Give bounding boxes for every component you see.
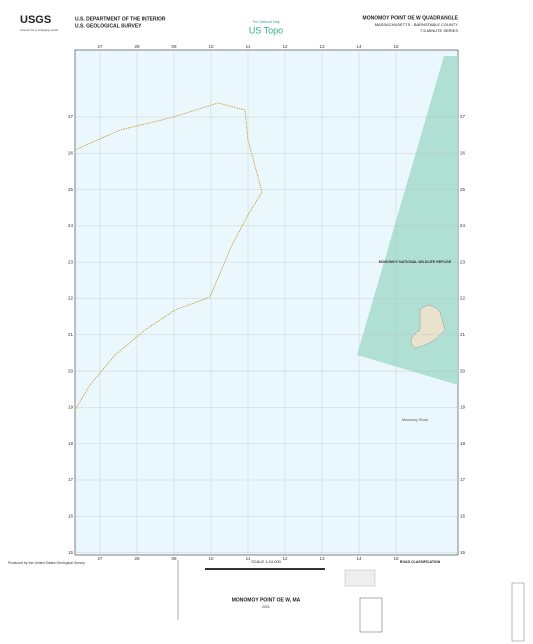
grid-label: 16: [460, 513, 466, 518]
map-name: MONOMOY POINT OE W, MA: [232, 597, 301, 603]
grid-label: 24: [68, 223, 74, 228]
grid-label: 13: [319, 556, 325, 561]
road-title: ROAD CLASSIFICATION: [400, 560, 441, 564]
grid-label: 26: [460, 150, 466, 155]
grid-label: 15: [460, 550, 466, 555]
series: 7.5-MINUTE SERIES: [420, 28, 458, 33]
grid-label: 20: [68, 368, 74, 373]
grid-label: 09: [171, 556, 177, 561]
island: [410, 305, 446, 349]
grid-label: 12: [282, 44, 288, 49]
us-topo: US Topo: [249, 25, 283, 35]
barcode: [511, 582, 525, 642]
grid-label: 09: [171, 44, 177, 49]
grid-label: 20: [460, 368, 466, 373]
grid-label: 27: [97, 44, 103, 49]
department: U.S. DEPARTMENT OF THE INTERIOR: [75, 16, 166, 22]
grid-label: 23: [460, 259, 466, 264]
usgs-logo: USGS: [20, 14, 51, 26]
grid-labels: 27 28 09 10 11 12 13 14 15 27 28 09 10 11 12 13 14 15 27 26…: [68, 44, 466, 561]
grid-label: 27: [68, 114, 74, 119]
adjoining-quads: [359, 597, 383, 633]
state-county: MASSACHUSETTS - BARNSTABLE COUNTY: [375, 22, 459, 27]
grid-label: 19: [68, 405, 74, 410]
grid-label: 21: [460, 332, 466, 337]
grid-label: 15: [68, 550, 74, 555]
grid-label: 27: [460, 114, 466, 119]
grid-label: 22: [68, 296, 74, 301]
grid-label: 27: [97, 556, 103, 561]
grid-label: 14: [356, 44, 362, 49]
scale: SCALE 1:24 000: [251, 559, 282, 564]
national-map: The National Map: [252, 20, 280, 24]
grid-label: 22: [460, 296, 466, 301]
grid-label: 10: [208, 556, 214, 561]
grid-label: 17: [68, 477, 74, 482]
shoal-label: Monomoy Shoal: [402, 418, 428, 422]
refuge-area: [357, 56, 458, 385]
grid-label: 18: [460, 441, 466, 446]
grid-label: 26: [68, 150, 74, 155]
grid-label: 21: [68, 332, 74, 337]
grid-label: 15: [393, 44, 399, 49]
usgs-tagline: science for a changing world: [20, 28, 58, 32]
grid-label: 16: [68, 513, 74, 518]
grid-label: 25: [68, 187, 74, 192]
grid-label: 25: [460, 187, 466, 192]
refuge-label: MONOMOY NATIONAL WILDLIFE REFUGE: [379, 260, 452, 264]
grid-label: 19: [460, 405, 466, 410]
grid-label: 11: [246, 44, 251, 49]
producer: Produced by the United States Geological…: [8, 561, 85, 565]
grid-label: 23: [68, 259, 74, 264]
grid-label: 17: [460, 477, 466, 482]
locator-map: [344, 569, 376, 587]
grid-label: 14: [356, 556, 362, 561]
grid-label: 24: [460, 223, 466, 228]
grid-label: 12: [282, 556, 288, 561]
grid-label: 28: [134, 556, 140, 561]
grid-label: 15: [393, 556, 399, 561]
grid-label: 10: [208, 44, 214, 49]
quadrangle: MONOMOY POINT OE W QUADRANGLE: [363, 15, 459, 21]
grid-label: 11: [246, 556, 251, 561]
grid: [75, 50, 458, 555]
grid-label: 13: [319, 44, 325, 49]
grid-label: 28: [134, 44, 140, 49]
survey: U.S. GEOLOGICAL SURVEY: [75, 23, 142, 29]
grid-label: 18: [68, 441, 74, 446]
map-year: 2021: [262, 605, 270, 609]
scale-bar: [205, 568, 325, 570]
